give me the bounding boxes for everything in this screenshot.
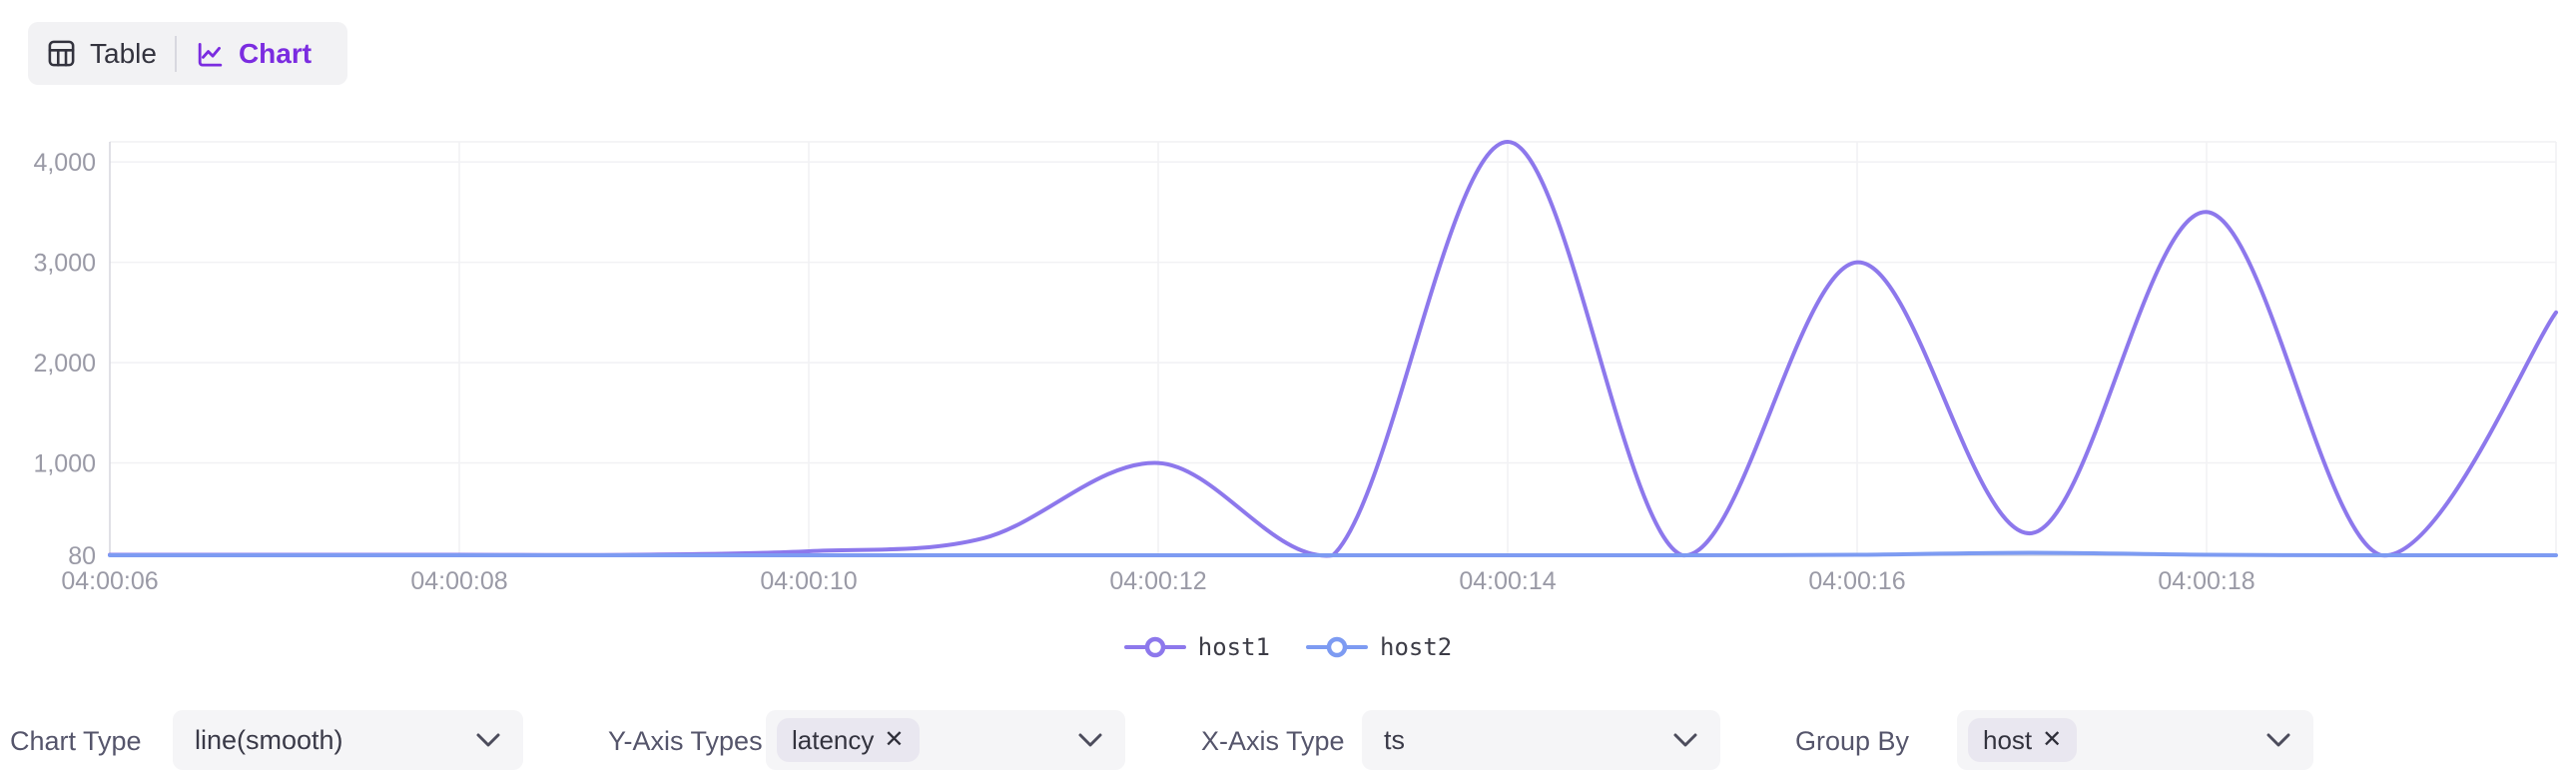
y-axis-tick-label: 3,000: [33, 250, 96, 278]
legend-label: host2: [1380, 633, 1453, 661]
chart-type-label: Chart Type: [10, 726, 142, 756]
y-axis-tick-label: 1,000: [33, 450, 96, 478]
group-by-label: Group By: [1795, 726, 1910, 756]
x-axis-type-select[interactable]: ts: [1362, 710, 1720, 770]
y-axis-tick-label: 2,000: [33, 350, 96, 378]
x-axis-tick-label: 04:00:12: [1109, 567, 1206, 595]
tab-table-label: Table: [90, 37, 157, 69]
x-axis-type-value: ts: [1384, 724, 1406, 755]
x-axis-tick-label: 04:00:08: [410, 567, 507, 595]
view-toggle: Table Chart: [28, 22, 347, 85]
chevron-down-icon: [1078, 733, 1102, 747]
x-axis-tick-label: 04:00:18: [2158, 567, 2254, 595]
line-chart-icon: [198, 43, 223, 67]
legend-item-host2[interactable]: host2: [1306, 633, 1452, 661]
toggle-divider: [174, 35, 177, 72]
line-series-marker-icon: [1306, 636, 1368, 658]
group-by-select[interactable]: host ✕: [1957, 710, 2313, 770]
x-axis-tick-label: 04:00:06: [61, 567, 158, 595]
chevron-down-icon: [1673, 733, 1697, 747]
y-axis-tick-label: 4,000: [33, 149, 96, 177]
y-axis-tick-label: 80: [68, 542, 96, 570]
x-axis-type-label: X-Axis Type: [1201, 726, 1345, 756]
chart-type-value: line(smooth): [195, 724, 343, 755]
chevron-down-icon: [476, 733, 500, 747]
line-series-marker-icon: [1123, 636, 1186, 658]
line-chart[interactable]: 80 1,000 2,000 3,000 4,000 04:00:06 04:00:08 04…: [0, 0, 2576, 619]
chevron-down-icon: [2266, 733, 2290, 747]
x-axis-tick-label: 04:00:10: [760, 567, 857, 595]
tag-label: latency: [792, 724, 875, 755]
legend-item-host1[interactable]: host1: [1123, 633, 1270, 661]
chart-legend: host1 host2: [0, 627, 2576, 667]
chart-type-select[interactable]: line(smooth): [173, 710, 523, 770]
x-axis-tick-label: 04:00:16: [1808, 567, 1905, 595]
tag-host: host ✕: [1968, 718, 2078, 762]
y-axis-types-label: Y-Axis Types: [608, 726, 763, 756]
tab-chart[interactable]: Chart: [177, 22, 329, 85]
tab-chart-label: Chart: [238, 37, 313, 69]
remove-tag-icon[interactable]: ✕: [884, 726, 905, 753]
table-icon: [48, 40, 75, 67]
tab-table[interactable]: Table: [28, 22, 175, 85]
y-axis-types-select[interactable]: latency ✕: [766, 710, 1125, 770]
legend-label: host1: [1197, 633, 1270, 661]
x-axis-tick-label: 04:00:14: [1459, 567, 1556, 595]
tag-latency: latency ✕: [777, 718, 920, 762]
chart-controls: Chart Type line(smooth) Y-Axis Types lat…: [0, 699, 2576, 773]
chart-canvas: 80 1,000 2,000 3,000 4,000 04:00:06 04:00:08 04…: [33, 140, 2558, 595]
tag-label: host: [1983, 724, 2033, 755]
remove-tag-icon[interactable]: ✕: [2042, 726, 2063, 753]
